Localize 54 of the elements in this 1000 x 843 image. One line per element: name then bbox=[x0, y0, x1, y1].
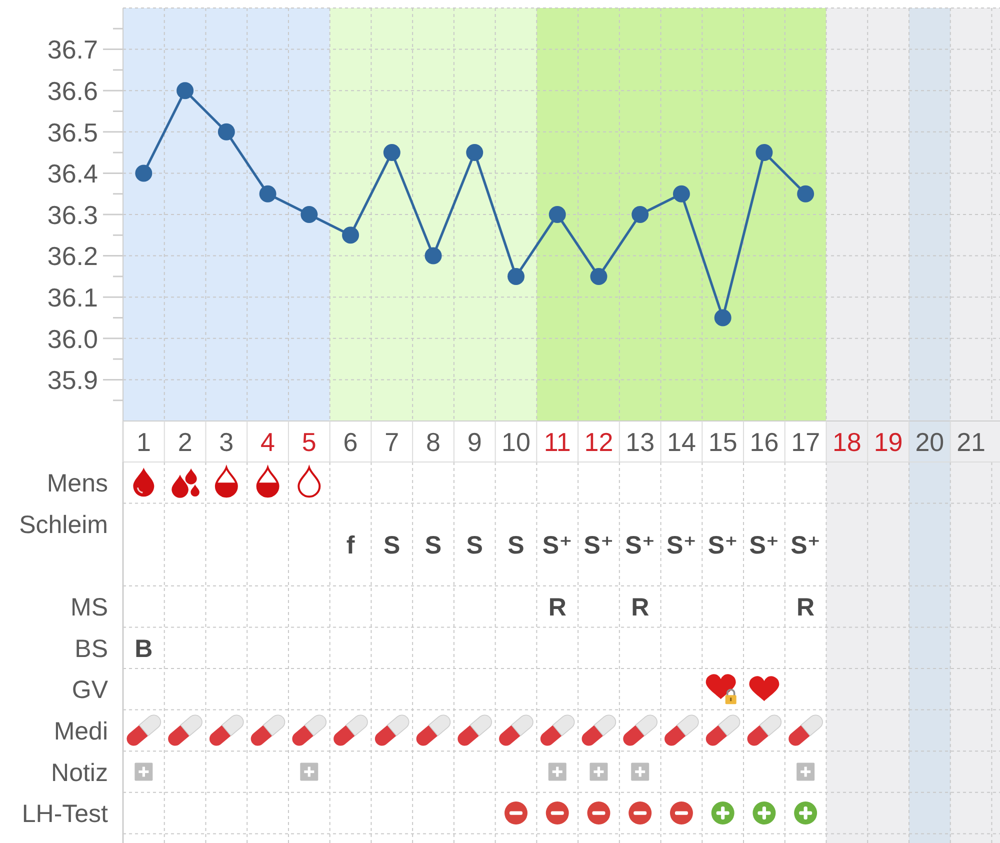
category-label: LH-Test bbox=[22, 800, 108, 828]
text: S⁺ bbox=[708, 532, 738, 560]
text: S⁺ bbox=[625, 532, 656, 560]
x-tick-label: 9 bbox=[467, 426, 482, 457]
x-tick-label: 2 bbox=[178, 426, 192, 457]
x-tick-label: 17 bbox=[791, 426, 820, 457]
x-tick-label: 5 bbox=[302, 426, 316, 457]
y-tick-label: 36.7 bbox=[47, 34, 98, 65]
x-tick-label: 18 bbox=[832, 426, 862, 457]
x-tick-label: 4 bbox=[260, 426, 276, 457]
y-tick-label: 36.6 bbox=[47, 76, 98, 106]
category-label: Mens bbox=[46, 470, 108, 498]
y-tick-label: 36.5 bbox=[47, 117, 98, 148]
y-tick-label: 36.2 bbox=[47, 241, 98, 272]
y-tick-label: 36.3 bbox=[47, 200, 98, 230]
y-tick-label: 35.9 bbox=[47, 365, 98, 396]
x-tick-label: 20 bbox=[915, 426, 944, 457]
category-label: Medi bbox=[54, 717, 108, 746]
text: f bbox=[346, 532, 355, 560]
text: S⁺ bbox=[790, 532, 821, 560]
category-label: Schleim bbox=[19, 510, 108, 539]
x-tick-label: 14 bbox=[667, 426, 696, 457]
x-tick-label: 21 bbox=[956, 426, 986, 457]
text: S bbox=[466, 532, 483, 560]
text: B bbox=[134, 634, 153, 663]
y-tick-label: 36.4 bbox=[47, 158, 98, 189]
text: S⁺ bbox=[584, 532, 614, 560]
x-tick-label: 8 bbox=[426, 426, 440, 457]
x-tick-label: 1 bbox=[136, 426, 151, 457]
category-label: BS bbox=[74, 634, 108, 663]
text: R bbox=[548, 594, 566, 622]
text: S bbox=[508, 532, 524, 560]
text: S⁺ bbox=[666, 532, 696, 560]
x-tick-label: 15 bbox=[708, 426, 738, 457]
x-tick-label: 11 bbox=[544, 426, 571, 457]
y-tick-label: 36.1 bbox=[47, 282, 98, 312]
x-tick-label: 12 bbox=[584, 426, 614, 457]
y-tick-label: 36.0 bbox=[47, 324, 98, 354]
x-tick-label: 10 bbox=[502, 426, 530, 457]
category-label: MS bbox=[70, 594, 108, 622]
x-tick-label: 16 bbox=[750, 426, 779, 457]
x-tick-label: 19 bbox=[874, 426, 903, 457]
text: S⁺ bbox=[542, 532, 572, 560]
x-tick-label: 13 bbox=[626, 426, 655, 457]
category-label: GV bbox=[72, 676, 108, 704]
text: R bbox=[796, 594, 815, 622]
text: R bbox=[631, 594, 650, 622]
text: S bbox=[424, 532, 442, 560]
x-tick-label: 6 bbox=[343, 426, 358, 457]
text: S bbox=[384, 532, 400, 560]
category-label: Notiz bbox=[51, 758, 108, 787]
text: S⁺ bbox=[749, 532, 780, 560]
x-tick-label: 3 bbox=[219, 426, 234, 457]
x-tick-label: 7 bbox=[384, 426, 400, 457]
